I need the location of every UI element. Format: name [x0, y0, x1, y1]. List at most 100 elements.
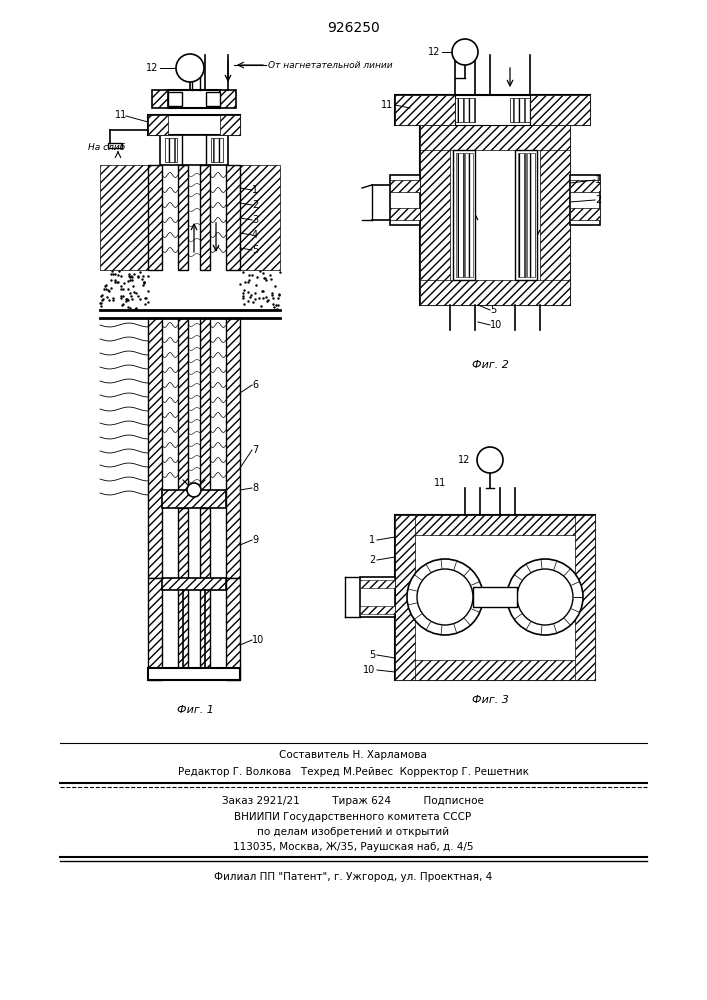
Bar [453, 150, 475, 280]
Text: 10: 10 [363, 665, 375, 675]
Bar [226, 578, 240, 680]
Bar [360, 580, 395, 588]
Bar [515, 150, 537, 280]
Text: 113035, Москва, Ж/35, Раушская наб, д. 4/5: 113035, Москва, Ж/35, Раушская наб, д. 4… [233, 842, 473, 852]
Bar [220, 115, 240, 135]
Text: 5: 5 [252, 245, 258, 255]
Text: 3: 3 [252, 215, 258, 225]
Text: 926250: 926250 [327, 21, 380, 35]
Bar [530, 95, 590, 125]
Bar [570, 175, 600, 225]
Text: 2: 2 [595, 195, 601, 205]
Bar [100, 165, 148, 270]
Bar [240, 165, 280, 270]
Text: Фиг. 2: Фиг. 2 [472, 360, 508, 370]
Text: 9: 9 [252, 535, 258, 545]
Bar [395, 660, 595, 680]
Text: 11: 11 [434, 478, 446, 488]
Bar [455, 98, 475, 122]
Bar [473, 587, 517, 607]
Bar [420, 125, 450, 305]
Bar [220, 90, 236, 108]
Bar [518, 153, 526, 277]
Text: 2: 2 [252, 200, 258, 210]
Bar [540, 125, 570, 305]
Circle shape [452, 39, 478, 65]
Text: Филиал ПП "Патент", г. Ужгород, ул. Проектная, 4: Филиал ПП "Патент", г. Ужгород, ул. Прое… [214, 872, 492, 882]
Text: 10: 10 [490, 320, 502, 330]
Bar [570, 208, 600, 220]
Text: Редактор Г. Волкова   Техред М.Рейвес  Корректор Г. Решетник: Редактор Г. Волкова Техред М.Рейвес Корр… [177, 767, 529, 777]
Text: 10: 10 [252, 635, 264, 645]
Bar [456, 153, 464, 277]
Bar [390, 175, 420, 225]
Bar [226, 165, 240, 270]
Circle shape [417, 569, 473, 625]
Text: ВНИИПИ Государственного комитета СССР: ВНИИПИ Государственного комитета СССР [235, 812, 472, 822]
Bar [148, 115, 168, 135]
Bar [226, 318, 240, 578]
Bar [148, 115, 240, 135]
Bar [162, 578, 226, 590]
Bar [178, 165, 188, 270]
Text: Составитель Н. Харламова: Составитель Н. Харламова [279, 750, 427, 760]
Bar [200, 508, 210, 670]
Bar [527, 153, 535, 277]
Circle shape [187, 483, 201, 497]
Bar [178, 508, 188, 670]
Text: Фиг. 1: Фиг. 1 [177, 705, 214, 715]
Text: 1: 1 [369, 535, 375, 545]
Bar [200, 318, 210, 493]
Bar [395, 95, 590, 125]
Text: 1: 1 [595, 175, 601, 185]
Bar [390, 180, 420, 192]
Bar [510, 98, 530, 122]
Text: 8: 8 [252, 483, 258, 493]
Bar [465, 153, 473, 277]
Bar [395, 95, 455, 125]
Text: 4: 4 [252, 230, 258, 240]
Circle shape [517, 569, 573, 625]
Text: Заказ 2921/21          Тираж 624          Подписное: Заказ 2921/21 Тираж 624 Подписное [222, 796, 484, 806]
Bar [570, 180, 600, 192]
Bar [455, 95, 530, 125]
Text: Фиг. 3: Фиг. 3 [472, 695, 508, 705]
Bar [152, 90, 168, 108]
Text: 12: 12 [146, 63, 158, 73]
Bar [360, 606, 395, 614]
Bar [148, 165, 162, 270]
Text: 5: 5 [369, 650, 375, 660]
Circle shape [407, 559, 483, 635]
Bar [168, 92, 182, 106]
Text: 6: 6 [252, 380, 258, 390]
Text: 1: 1 [252, 185, 258, 195]
Text: 11: 11 [115, 110, 127, 120]
Bar [200, 165, 210, 270]
Text: На слиб: На слиб [88, 143, 125, 152]
Bar [178, 318, 188, 493]
Bar [395, 515, 595, 535]
Bar [148, 318, 162, 578]
Bar [420, 280, 570, 305]
Bar [160, 135, 228, 165]
Text: 7: 7 [252, 445, 258, 455]
Circle shape [176, 54, 204, 82]
Bar [420, 125, 570, 150]
Bar [165, 138, 177, 162]
Text: 2: 2 [369, 555, 375, 565]
Text: 11: 11 [381, 100, 393, 110]
Bar [575, 515, 595, 680]
Bar [108, 143, 122, 148]
Bar [390, 208, 420, 220]
Text: 12: 12 [428, 47, 440, 57]
Circle shape [507, 559, 583, 635]
Bar [360, 577, 395, 617]
Text: 5: 5 [490, 305, 496, 315]
Circle shape [477, 447, 503, 473]
Bar [148, 668, 240, 680]
Bar [420, 125, 570, 305]
Bar [211, 138, 223, 162]
Bar [148, 578, 162, 680]
Text: по делам изобретений и открытий: по делам изобретений и открытий [257, 827, 449, 837]
Text: 12: 12 [457, 455, 470, 465]
